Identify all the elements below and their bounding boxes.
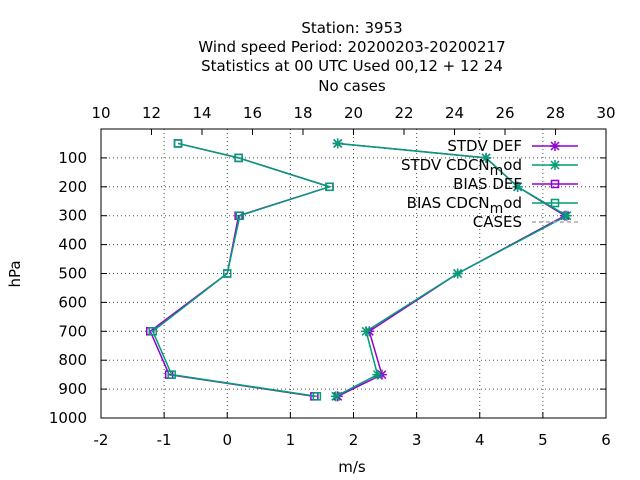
x-tick-label: 5: [538, 431, 548, 449]
legend-item: CASES: [473, 213, 578, 231]
data-point: [561, 210, 572, 221]
title-line-2: Wind speed Period: 20200203-20200217: [198, 38, 505, 56]
legend-label: CASES: [473, 213, 522, 231]
legend-item: BIAS DEF: [453, 175, 578, 193]
data-point: [372, 369, 383, 380]
data-point: [550, 179, 560, 189]
chart-title: Station: 3953 Wind speed Period: 2020020…: [198, 19, 505, 95]
x2-tick-label: 18: [293, 104, 312, 122]
legend-label: BIAS DEF: [453, 175, 522, 193]
data-point: [550, 160, 560, 170]
x2-tick-label: 16: [243, 104, 262, 122]
y-axis-tick-labels: 100 200 300 400 500 600 700 800 900 1000: [49, 149, 87, 427]
data-point: [550, 198, 560, 208]
title-line-1: Station: 3953: [301, 19, 402, 37]
legend-label-subscript: m: [490, 163, 504, 179]
series-1: [332, 138, 570, 402]
y-tick-label: 800: [58, 351, 87, 369]
x2-tick-label: 10: [91, 104, 110, 122]
x-tick-label: 3: [412, 431, 422, 449]
data-point: [235, 211, 245, 220]
x-tick-label: 4: [475, 431, 485, 449]
series-line: [337, 142, 567, 397]
x-tick-label: -2: [94, 431, 109, 449]
y-tick-label: 400: [58, 236, 87, 254]
series-4: [148, 139, 334, 401]
series-2: [330, 138, 572, 402]
x2-tick-label: 12: [142, 104, 161, 122]
data-point: [330, 391, 341, 402]
x2-tick-label: 14: [192, 104, 211, 122]
data-point: [325, 182, 334, 192]
series-line: [149, 142, 332, 398]
y-tick-label: 300: [58, 207, 87, 225]
y-axis-label: hPa: [6, 260, 24, 287]
x-tick-label: 1: [286, 431, 296, 449]
y-tick-label: 1000: [49, 409, 87, 427]
x-axis-label: m/s: [338, 458, 366, 476]
data-point: [361, 326, 372, 337]
legend-label-rest: od: [503, 156, 522, 174]
y-tick-label: 900: [58, 380, 87, 398]
data-point: [223, 269, 232, 278]
x-tick-label: 2: [349, 431, 359, 449]
grid: [101, 129, 606, 418]
x-axis-tick-labels: -2 -1 0 1 2 3 4 5 6: [94, 431, 611, 449]
legend-label: STDV DEF: [447, 137, 522, 155]
data-point: [512, 181, 523, 192]
y-tick-label: 200: [58, 178, 87, 196]
data-point: [452, 268, 463, 279]
data-point: [312, 392, 322, 401]
axis-ticks: [100, 129, 607, 419]
title-line-3: Statistics at 00 UTC Used 00,12 + 12 24: [201, 57, 503, 75]
y-tick-label: 600: [58, 293, 87, 311]
data-point: [332, 138, 343, 149]
y-tick-label: 500: [58, 265, 87, 283]
x2-tick-label: 24: [445, 104, 464, 122]
x2-tick-label: 28: [546, 104, 565, 122]
data-point: [550, 141, 560, 151]
y-tick-label: 700: [58, 322, 87, 340]
x2-tick-label: 26: [495, 104, 514, 122]
x-tick-label: -1: [157, 431, 172, 449]
series-line: [335, 142, 569, 397]
data-point: [167, 370, 176, 379]
data-point: [173, 139, 183, 148]
title-line-4: No cases: [318, 77, 386, 95]
legend-label-rest: od: [503, 194, 522, 212]
x2-axis-tick-labels: 10 12 14 16 18 20 22 24 26 28 30: [91, 104, 615, 122]
x2-tick-label: 22: [394, 104, 413, 122]
series-group: [145, 138, 572, 402]
x-tick-label: 6: [601, 431, 611, 449]
x2-tick-label: 30: [596, 104, 615, 122]
x2-tick-label: 20: [344, 104, 363, 122]
data-point: [148, 327, 158, 336]
data-point: [234, 153, 243, 163]
x-tick-label: 0: [222, 431, 232, 449]
legend-item: STDV DEF: [447, 137, 578, 155]
data-point: [481, 152, 492, 163]
y-tick-label: 100: [58, 149, 87, 167]
legend-label-subscript: m: [490, 201, 504, 217]
series-line: [151, 142, 332, 398]
